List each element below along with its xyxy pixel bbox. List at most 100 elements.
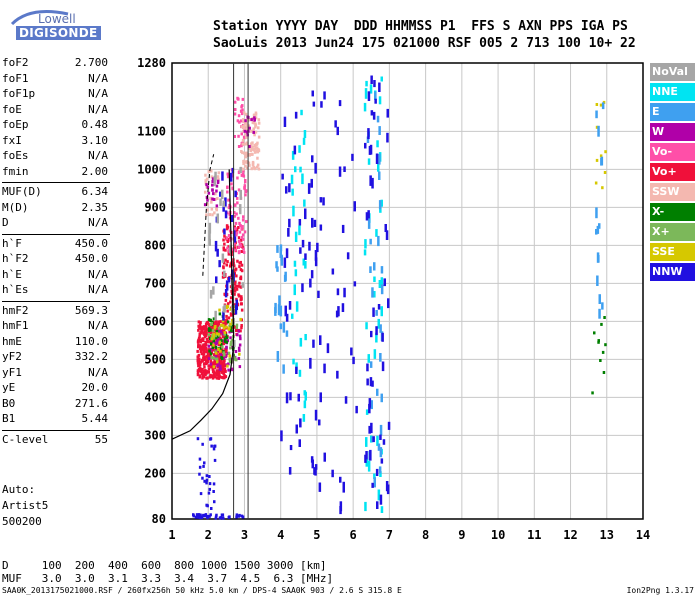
- echo-point: [199, 513, 202, 517]
- echo-point: [243, 184, 247, 188]
- param-row: MUF(D) 6.34: [2, 185, 108, 200]
- echo-point: [601, 102, 605, 110]
- echo-point: [229, 307, 232, 311]
- echo-point: [207, 370, 210, 374]
- echo-point: [213, 444, 217, 448]
- echo-point: [595, 110, 598, 119]
- echo-point: [236, 333, 239, 337]
- auto-version: 500200: [2, 515, 42, 528]
- echo-point: [598, 223, 601, 229]
- echo-point: [223, 373, 226, 377]
- echo-point: [376, 115, 380, 123]
- echo-point: [214, 516, 218, 520]
- echo-point: [194, 515, 198, 519]
- echo-point: [387, 421, 391, 430]
- logo-swoosh: [10, 10, 69, 26]
- echo-point: [298, 225, 301, 236]
- echo-point: [376, 140, 379, 148]
- param-label: foEs: [2, 149, 29, 162]
- echo-point: [212, 339, 216, 343]
- echo-point: [235, 287, 239, 291]
- echo-point: [251, 141, 254, 145]
- param-separator: [2, 182, 110, 183]
- echo-point: [299, 247, 302, 254]
- echo-point: [236, 119, 240, 123]
- echo-point: [380, 266, 384, 274]
- echo-point: [224, 333, 228, 337]
- x-tick-label: 10: [491, 528, 505, 542]
- legend-item: E: [650, 103, 695, 121]
- echo-point: [223, 234, 226, 238]
- echo-point: [336, 288, 340, 296]
- legend-item: Vo+: [650, 163, 695, 181]
- echo-point: [250, 167, 253, 171]
- echo-point: [246, 142, 249, 146]
- echo-point: [224, 298, 228, 302]
- echo-point: [221, 171, 224, 181]
- autoscaling-info: Auto: Artist5 500200: [2, 482, 48, 530]
- echo-point: [595, 158, 599, 162]
- echo-point: [231, 247, 235, 251]
- echo-point: [291, 313, 294, 319]
- echo-point: [203, 365, 206, 369]
- echo-point: [211, 197, 214, 201]
- echo-point: [241, 97, 245, 101]
- echo-point: [204, 350, 208, 354]
- echo-point: [255, 146, 259, 150]
- y-tick-label: 300: [144, 428, 166, 442]
- echo-point: [215, 204, 219, 208]
- echo-point: [228, 264, 232, 268]
- echo-point: [196, 370, 200, 374]
- echo-point: [254, 125, 257, 129]
- param-label: yF2: [2, 350, 22, 363]
- echo-point: [256, 150, 259, 154]
- echo-point: [220, 339, 223, 343]
- param-label: B1: [2, 412, 16, 425]
- echo-point: [365, 437, 368, 447]
- x-tick-label: 3: [241, 528, 248, 542]
- legend-item: W: [650, 123, 695, 141]
- echo-point: [208, 213, 211, 217]
- param-row: foF2 2.700: [2, 56, 108, 71]
- echo-point: [225, 318, 229, 322]
- echo-point: [242, 174, 246, 178]
- echo-point: [239, 260, 242, 264]
- echo-point: [198, 323, 202, 327]
- echo-point: [597, 340, 600, 344]
- echo-point: [291, 150, 295, 160]
- echo-point: [217, 177, 220, 181]
- echo-point: [207, 323, 211, 327]
- echo-point: [226, 211, 229, 215]
- y-tick-label: 1280: [137, 56, 166, 70]
- param-row: M(D) 2.35: [2, 201, 108, 216]
- echo-point: [257, 126, 260, 130]
- echo-point: [219, 332, 222, 336]
- echo-point: [235, 358, 238, 362]
- echo-point: [601, 186, 604, 190]
- echo-point: [285, 186, 288, 194]
- echo-point: [278, 295, 281, 306]
- echo-point: [252, 121, 256, 125]
- echo-point: [237, 114, 241, 118]
- echo-point: [213, 500, 216, 504]
- echo-point: [238, 221, 241, 225]
- echo-point: [242, 162, 245, 166]
- echo-point: [309, 357, 312, 369]
- station-header: Station YYYY DAY DDD HHMMSS P1 FFS S AXN…: [213, 18, 636, 52]
- echo-point: [243, 186, 246, 190]
- echo-point: [291, 188, 294, 196]
- echo-point: [228, 229, 232, 233]
- echo-point: [351, 153, 354, 161]
- echo-point: [231, 368, 234, 372]
- echo-point: [210, 356, 213, 360]
- echo-point: [198, 472, 201, 476]
- echo-point: [288, 301, 292, 310]
- y-tick-label: 900: [144, 200, 166, 214]
- echo-point: [365, 459, 368, 467]
- echo-point: [250, 118, 253, 122]
- echo-point: [198, 361, 202, 365]
- echo-point: [240, 132, 243, 136]
- echo-point: [210, 365, 213, 369]
- echo-point: [331, 469, 334, 478]
- echo-point: [214, 345, 218, 349]
